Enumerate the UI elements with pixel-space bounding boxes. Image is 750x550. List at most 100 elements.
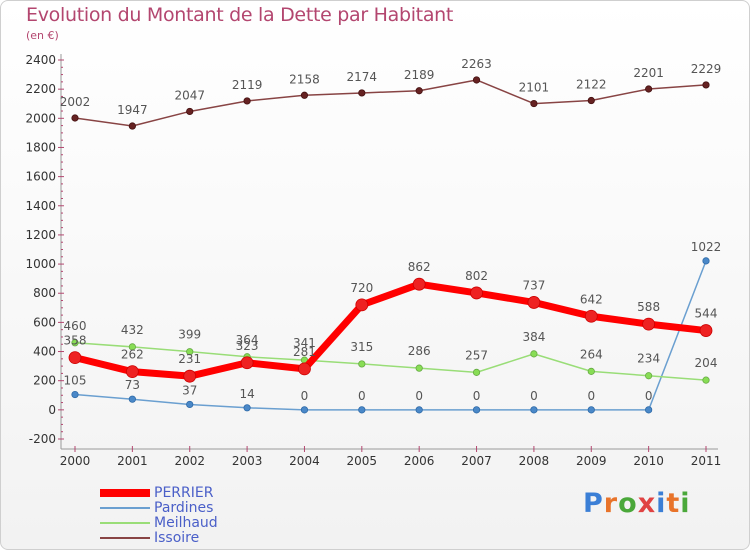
data-label-pardines: 0	[645, 389, 653, 403]
y-tick-label: 2400	[25, 53, 56, 67]
data-label-issoire: 2101	[519, 81, 550, 95]
y-tick-label: 2000	[25, 111, 56, 125]
data-label-meilhaud: 315	[350, 340, 373, 354]
chart-legend: PERRIER Pardines Meilhaud Issoire	[100, 486, 218, 546]
data-point-pardines	[415, 406, 423, 414]
data-point-meilhaud	[71, 339, 79, 347]
data-point-perrier	[298, 362, 311, 376]
data-label-perrier: 642	[580, 292, 603, 306]
data-point-pardines	[587, 406, 595, 414]
data-label-meilhaud: 432	[121, 323, 144, 337]
data-label-issoire: 2158	[289, 72, 320, 86]
data-label-issoire: 2122	[576, 78, 607, 92]
x-tick-label: 2005	[347, 454, 378, 468]
data-point-perrier	[642, 317, 656, 331]
data-point-perrier	[584, 309, 598, 323]
logo-letter: P	[583, 488, 604, 519]
data-point-perrier	[240, 356, 254, 370]
data-label-issoire: 2002	[60, 95, 91, 109]
series-line-pardines	[74, 260, 707, 411]
series-line-perrier	[74, 280, 707, 380]
x-tick-label: 2008	[519, 454, 550, 468]
legend-swatch-pardines	[100, 507, 150, 509]
data-label-perrier: 262	[121, 348, 144, 362]
data-label-pardines: 0	[415, 389, 423, 403]
logo-letter: o	[618, 488, 638, 519]
series-lines	[68, 76, 713, 414]
data-point-perrier	[355, 298, 369, 312]
x-tick-label: 2006	[404, 454, 435, 468]
data-point-issoire	[128, 122, 136, 130]
x-tick-label: 2010	[633, 454, 664, 468]
data-label-issoire: 2047	[174, 88, 205, 102]
data-point-issoire	[702, 81, 710, 89]
data-point-issoire	[415, 87, 423, 95]
data-point-perrier	[68, 351, 82, 365]
x-tick-label: 2003	[232, 454, 263, 468]
legend-label-meilhaud: Meilhaud	[154, 515, 218, 531]
y-tick-label: -200	[29, 432, 56, 446]
data-label-pardines: 1022	[691, 240, 722, 254]
data-label-pardines: 0	[530, 389, 538, 403]
data-label-meilhaud: 460	[64, 319, 87, 333]
data-label-perrier: 544	[695, 307, 718, 321]
data-point-perrier	[183, 369, 197, 383]
data-point-meilhaud	[472, 368, 481, 376]
data-point-issoire	[300, 91, 309, 99]
series-line-meilhaud	[74, 342, 707, 381]
legend-item-issoire: Issoire	[100, 531, 218, 546]
data-label-meilhaud: 204	[695, 356, 718, 370]
data-label-issoire: 1947	[117, 103, 148, 117]
x-tick-label: 2002	[174, 454, 205, 468]
data-point-pardines	[645, 406, 653, 414]
data-label-issoire: 2119	[232, 78, 263, 92]
data-point-pardines	[243, 404, 251, 412]
data-label-perrier: 862	[408, 260, 431, 274]
data-point-pardines	[472, 406, 481, 414]
data-point-meilhaud	[645, 372, 653, 380]
data-label-pardines: 14	[239, 387, 254, 401]
x-tick-label: 2001	[117, 454, 148, 468]
data-point-perrier	[527, 296, 541, 309]
chart-subtitle: (en €)	[26, 29, 59, 42]
y-tick-label: 400	[33, 345, 56, 359]
data-label-meilhaud: 286	[408, 344, 431, 358]
logo-letter: t	[666, 488, 681, 519]
legend-label-pardines: Pardines	[154, 500, 214, 516]
data-point-pardines	[128, 395, 136, 403]
chart-axes: -200020040060080010001200140016001800200…	[25, 53, 721, 468]
data-label-perrier: 281	[293, 345, 316, 359]
data-point-pardines	[186, 400, 194, 409]
x-tick-label: 2004	[289, 454, 320, 468]
legend-label-issoire: Issoire	[154, 530, 200, 546]
data-label-perrier: 588	[637, 300, 660, 314]
data-point-perrier	[470, 286, 483, 300]
logo-letter: i	[656, 488, 667, 519]
y-tick-label: 1800	[25, 140, 56, 154]
data-point-meilhaud	[702, 376, 710, 384]
data-point-issoire	[71, 114, 79, 122]
y-tick-label: 1200	[25, 228, 56, 242]
data-label-perrier: 231	[178, 352, 201, 366]
data-point-pardines	[300, 406, 309, 414]
data-point-perrier	[699, 324, 713, 337]
data-point-meilhaud	[587, 367, 595, 375]
data-label-pardines: 37	[182, 383, 197, 397]
data-label-issoire: 2201	[633, 66, 664, 80]
data-label-perrier: 802	[465, 269, 488, 283]
data-label-meilhaud: 384	[522, 330, 545, 344]
x-tick-label: 2009	[576, 454, 607, 468]
data-point-issoire	[587, 96, 595, 105]
data-label-meilhaud: 341	[293, 336, 316, 350]
data-point-pardines	[71, 390, 79, 399]
logo-letter: r	[603, 488, 619, 519]
data-label-pardines: 73	[125, 378, 140, 392]
data-point-issoire	[186, 107, 194, 116]
logo-letter: x	[637, 488, 657, 519]
proxiti-logo: Proxiti	[583, 488, 691, 519]
logo-letter: i	[680, 488, 691, 519]
legend-swatch-issoire	[100, 537, 150, 539]
legend-item-pardines: Pardines	[100, 501, 218, 516]
